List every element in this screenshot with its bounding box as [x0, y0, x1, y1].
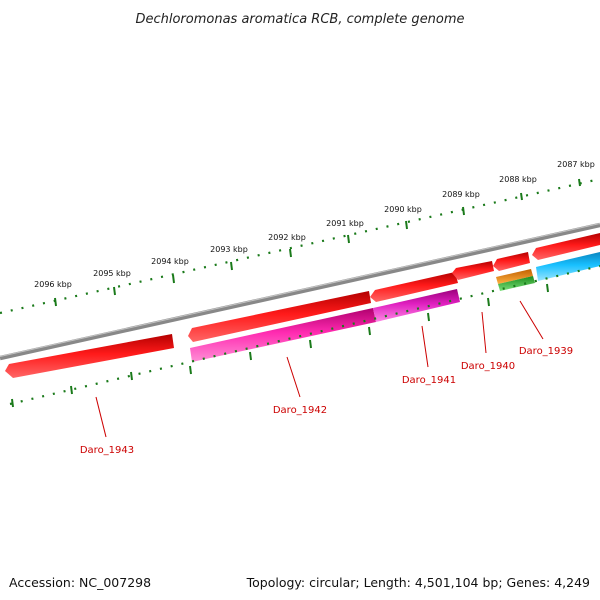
scale-major-tick — [405, 220, 408, 230]
gene-label-daro-1942[interactable]: Daro_1942 — [273, 405, 327, 416]
gene-callouts — [95, 300, 544, 438]
gene-label-daro-1943[interactable]: Daro_1943 — [80, 445, 134, 456]
lower-major-tick — [130, 371, 133, 381]
scale-major-tick — [520, 192, 523, 201]
scale-tick-label: 2095 kbp — [93, 269, 131, 278]
scale-tick-label: 2094 kbp — [151, 257, 189, 266]
gene-arrow-daro-1943[interactable] — [5, 334, 174, 378]
lower-major-tick — [546, 283, 549, 293]
scale-tick-label: 2091 kbp — [326, 219, 364, 228]
scale-major-tick — [230, 261, 233, 271]
gene-arrow-daro-1940-cds-a[interactable] — [452, 261, 494, 280]
callout-line-daro-1941 — [421, 325, 429, 368]
gene-arrow-daro-1939-cds[interactable] — [532, 233, 600, 260]
scale-tick-label: 2093 kbp — [210, 245, 248, 254]
feature-track-lower — [190, 252, 600, 362]
scale-major-tick — [462, 206, 465, 216]
scale-tick-label: 2088 kbp — [499, 175, 537, 184]
scale-tick-label: 2089 kbp — [442, 190, 480, 199]
accession-text: Accession: NC_007298 — [9, 575, 151, 590]
genome-backbone — [0, 222, 600, 361]
topology-text: Topology: circular; Length: 4,501,104 bp… — [246, 575, 590, 590]
feature-daro-1939-cyan[interactable] — [536, 252, 600, 281]
lower-major-tick — [70, 385, 73, 395]
scale-major-tick — [172, 274, 175, 284]
feature-daro-1940-green[interactable] — [498, 276, 535, 291]
scale-tick-label: 2096 kbp — [34, 280, 72, 289]
lower-major-tick — [11, 398, 14, 408]
scale-tick-label: 2092 kbp — [268, 233, 306, 242]
lower-scale-ruler — [9, 264, 600, 408]
scale-major-tick — [113, 286, 116, 296]
feature-daro-1941[interactable] — [373, 289, 460, 322]
callout-line-daro-1942 — [286, 356, 301, 398]
callout-line-daro-1943 — [95, 396, 107, 438]
callout-line-daro-1940 — [481, 311, 487, 354]
lower-ruler-line — [9, 264, 600, 406]
feature-daro-1940-orange[interactable] — [496, 269, 533, 284]
gene-arrow-daro-1941-cds[interactable] — [370, 272, 458, 302]
lower-major-tick — [487, 297, 490, 307]
lower-major-tick — [249, 351, 252, 361]
feature-track-upper — [5, 233, 600, 378]
genome-backbone-highlight — [0, 223, 600, 357]
scale-major-tick — [289, 248, 292, 258]
lower-major-tick — [309, 339, 312, 349]
scale-major-tick — [347, 234, 350, 244]
scale-tick-label: 2087 kbp — [557, 160, 595, 169]
map-title: Dechloromonas aromatica RCB, complete ge… — [135, 12, 464, 27]
gene-arrow-daro-1942-cds[interactable] — [188, 291, 371, 342]
scale-major-tick — [578, 178, 581, 187]
kbp-scale-ruler: 2087 kbp 2088 kbp 2089 kbp 2090 kbp 2091… — [0, 160, 600, 315]
callout-line-daro-1939 — [519, 300, 544, 340]
feature-daro-1942[interactable] — [190, 308, 376, 362]
gene-arrow-daro-1940-cds-b[interactable] — [493, 252, 530, 271]
lower-major-tick — [368, 326, 371, 336]
scale-major-tick — [54, 297, 57, 307]
gene-label-daro-1940[interactable]: Daro_1940 — [461, 361, 515, 372]
scale-tick-label: 2090 kbp — [384, 205, 422, 214]
gene-label-daro-1941[interactable]: Daro_1941 — [402, 375, 456, 386]
lower-major-tick — [189, 365, 192, 375]
gene-label-daro-1939[interactable]: Daro_1939 — [519, 346, 573, 357]
lower-major-tick — [427, 312, 430, 322]
